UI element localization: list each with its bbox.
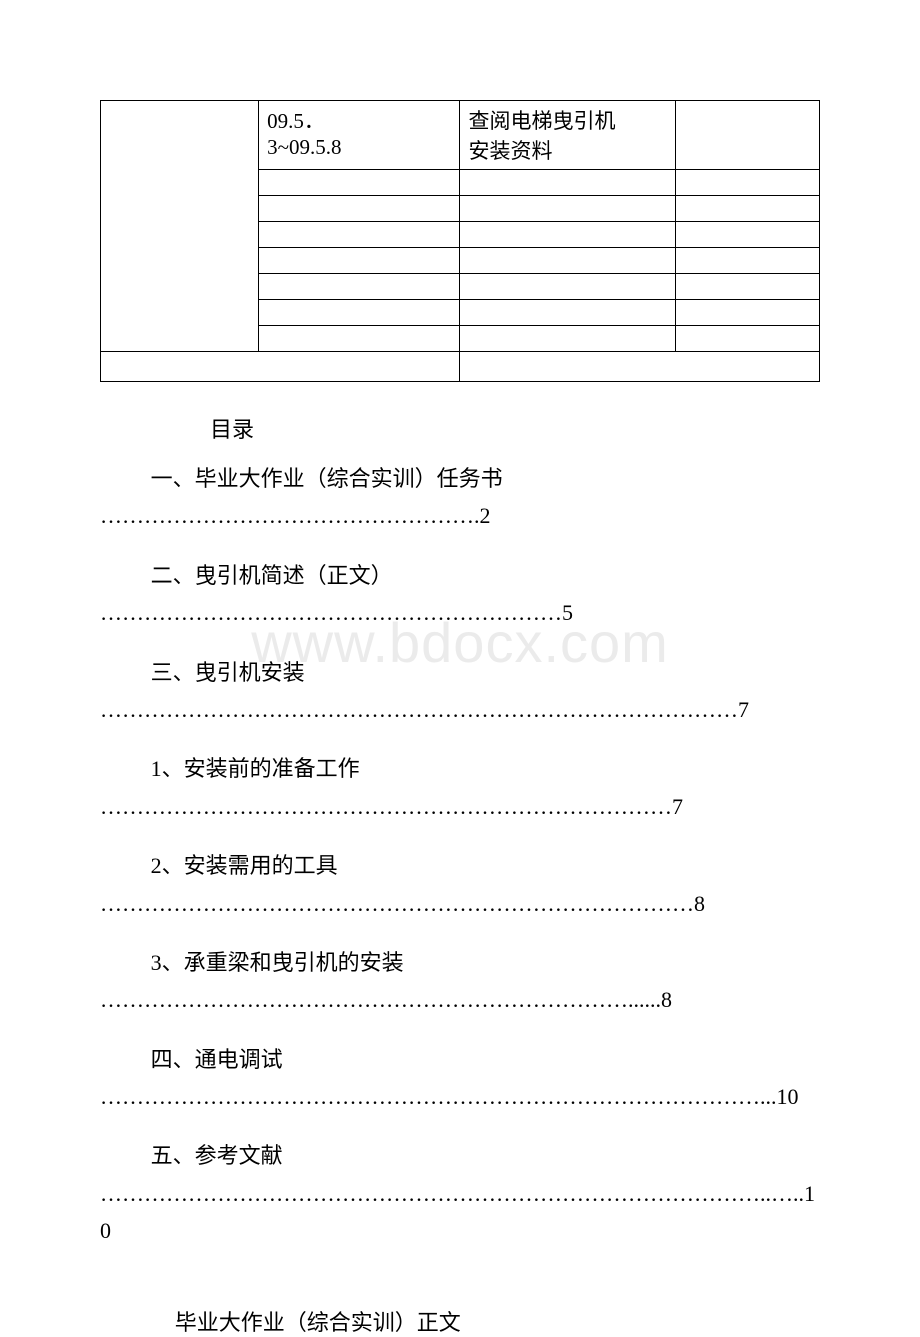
toc-dots: ………………………………………………………………………………...10 — [100, 1078, 820, 1115]
toc-dots: ……………………………………………………………………………7 — [100, 691, 820, 728]
toc-dots: ……………………………………………………………………7 — [100, 788, 820, 825]
table-row: 09.5． 3~09.5.8 查阅电梯曳引机 安装资料 — [101, 101, 820, 170]
table-cell — [460, 326, 676, 352]
table-cell — [676, 248, 820, 274]
table-cell — [676, 326, 820, 352]
table-cell — [259, 170, 460, 196]
toc-dots: …………………………………………….2 — [100, 497, 820, 534]
table-cell-left-span — [101, 101, 259, 352]
toc-label: 3、承重梁和曳引机的安装 — [151, 944, 820, 981]
table-cell — [259, 326, 460, 352]
table-cell — [460, 222, 676, 248]
table-cell — [676, 274, 820, 300]
toc-entry: 3、承重梁和曳引机的安装 ………………………………………………………………...… — [100, 944, 820, 1019]
table-cell — [259, 248, 460, 274]
table-cell — [460, 170, 676, 196]
toc-entry: 五、参考文献 ………………………………………………………………………………..…… — [100, 1137, 820, 1249]
toc-label: 三、曳引机安装 — [151, 654, 820, 691]
page-content: 09.5． 3~09.5.8 查阅电梯曳引机 安装资料 — [100, 100, 820, 1337]
table-cell — [676, 222, 820, 248]
table-cell — [676, 196, 820, 222]
toc-dots: ………………………………………………………………………8 — [100, 885, 820, 922]
table-cell — [259, 222, 460, 248]
toc-label: 2、安装需用的工具 — [151, 847, 820, 884]
table-cell — [460, 300, 676, 326]
toc-dots: ………………………………………………………………………………..…..10 — [100, 1175, 820, 1250]
table-cell — [259, 274, 460, 300]
table-cell — [460, 274, 676, 300]
schedule-table: 09.5． 3~09.5.8 查阅电梯曳引机 安装资料 — [100, 100, 820, 382]
table-cell — [676, 300, 820, 326]
toc-label: 二、曳引机简述（正文） — [151, 557, 820, 594]
date-line2: 3~09.5.8 — [267, 135, 341, 159]
table-cell — [460, 196, 676, 222]
toc-heading: 目录 — [210, 412, 820, 444]
table-row-footer — [101, 352, 820, 382]
task-line2: 安装资料 — [468, 139, 552, 163]
table-cell-footer-right — [460, 352, 820, 382]
toc-entry: 二、曳引机简述（正文） ………………………………………………………5 — [100, 557, 820, 632]
table-cell — [460, 248, 676, 274]
toc-entry: 1、安装前的准备工作 ……………………………………………………………………7 — [100, 750, 820, 825]
table-cell-empty — [676, 101, 820, 170]
toc-dots: ………………………………………………………………......8 — [100, 981, 820, 1018]
toc-label: 四、通电调试 — [151, 1041, 820, 1078]
table-cell-footer-left — [101, 352, 460, 382]
toc-entry: 三、曳引机安装 ……………………………………………………………………………7 — [100, 654, 820, 729]
table-cell-task: 查阅电梯曳引机 安装资料 — [460, 101, 676, 170]
toc-dots: ………………………………………………………5 — [100, 594, 820, 631]
toc-entry: 一、毕业大作业（综合实训）任务书 …………………………………………….2 — [100, 460, 820, 535]
table-cell-date: 09.5． 3~09.5.8 — [259, 101, 460, 170]
date-line1: 09.5． — [267, 109, 325, 133]
toc-label: 一、毕业大作业（综合实训）任务书 — [151, 460, 820, 497]
table-cell — [676, 170, 820, 196]
toc-entry: 2、安装需用的工具 ………………………………………………………………………8 — [100, 847, 820, 922]
toc-label: 五、参考文献 — [151, 1137, 820, 1174]
table-cell — [259, 300, 460, 326]
task-line1: 查阅电梯曳引机 — [468, 109, 615, 133]
body-section-title: 毕业大作业（综合实训）正文 — [175, 1305, 820, 1337]
toc-label: 1、安装前的准备工作 — [151, 750, 820, 787]
table-cell — [259, 196, 460, 222]
toc-entry: 四、通电调试 ………………………………………………………………………………...… — [100, 1041, 820, 1116]
